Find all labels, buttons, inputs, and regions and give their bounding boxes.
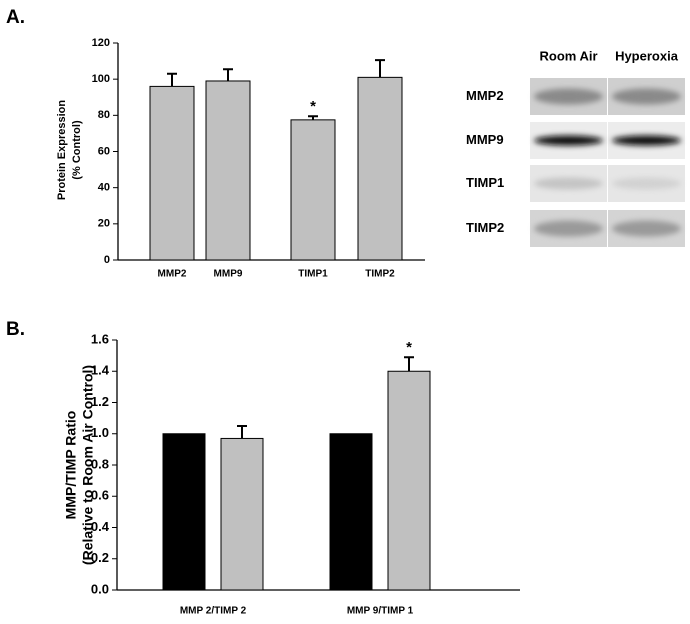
blot-band [612, 220, 681, 237]
panel-label: B. [6, 319, 25, 340]
panel-label: A. [6, 7, 25, 28]
y-tick-label: 0.4 [91, 519, 110, 534]
blot-band [534, 220, 603, 237]
blot-column-label: Room Air [539, 48, 597, 63]
x-tick-label: TIMP2 [365, 269, 395, 280]
error-bar [167, 72, 177, 87]
bar [205, 80, 251, 261]
bar [220, 437, 264, 591]
error-bar [223, 68, 233, 81]
x-tick-label: MMP2 [158, 269, 187, 280]
blot-band [534, 135, 603, 146]
bar [162, 433, 206, 591]
significance-mark: * [310, 98, 316, 115]
error-bar [375, 59, 385, 78]
bar [357, 76, 403, 261]
y-tick-label: 20 [98, 218, 110, 230]
x-tick-label: TIMP1 [298, 269, 328, 280]
error-bar [308, 115, 318, 120]
x-tick-label: MMP 2/TIMP 2 [180, 606, 247, 617]
blot-band [534, 88, 603, 105]
y-tick-label: 0.2 [91, 550, 109, 565]
bar [290, 119, 336, 261]
y-tick-label: 1.4 [91, 363, 110, 378]
x-tick-label: MMP9 [214, 269, 243, 280]
y-tick-label: 60 [98, 145, 110, 157]
bar [149, 85, 195, 261]
x-tick-label: MMP 9/TIMP 1 [347, 606, 414, 617]
y-axis-label: (% Control) [71, 120, 83, 180]
y-tick-label: 0.0 [91, 581, 109, 596]
blot-band [612, 88, 681, 105]
y-tick-label: 0.6 [91, 488, 109, 503]
error-bar [237, 424, 247, 439]
y-tick-label: 80 [98, 109, 110, 121]
bar [387, 370, 431, 591]
blot-row-label: TIMP2 [466, 220, 504, 235]
y-tick-label: 40 [98, 182, 110, 194]
y-tick-label: 1.2 [91, 394, 109, 409]
blot-row-label: MMP2 [466, 88, 504, 103]
y-tick-label: 1.6 [91, 331, 109, 346]
y-tick-label: 1.0 [91, 425, 109, 440]
blot-band [612, 177, 681, 190]
y-tick-label: 120 [92, 37, 110, 49]
y-axis-label: (Relative to Room Air Control) [80, 365, 96, 565]
blot-band [612, 135, 681, 146]
blot-column-label: Hyperoxia [615, 48, 679, 63]
y-axis-label: Protein Expression [56, 100, 68, 201]
error-bar [404, 356, 414, 372]
blot-row-label: TIMP1 [466, 175, 504, 190]
y-tick-label: 100 [92, 73, 110, 85]
blot-band [534, 177, 603, 190]
y-tick-label: 0 [104, 254, 110, 266]
y-axis-label: MMP/TIMP Ratio [63, 411, 79, 520]
bar [329, 433, 373, 591]
blot-row-label: MMP9 [466, 132, 504, 147]
y-tick-label: 0.8 [91, 456, 109, 471]
significance-mark: * [406, 339, 412, 356]
